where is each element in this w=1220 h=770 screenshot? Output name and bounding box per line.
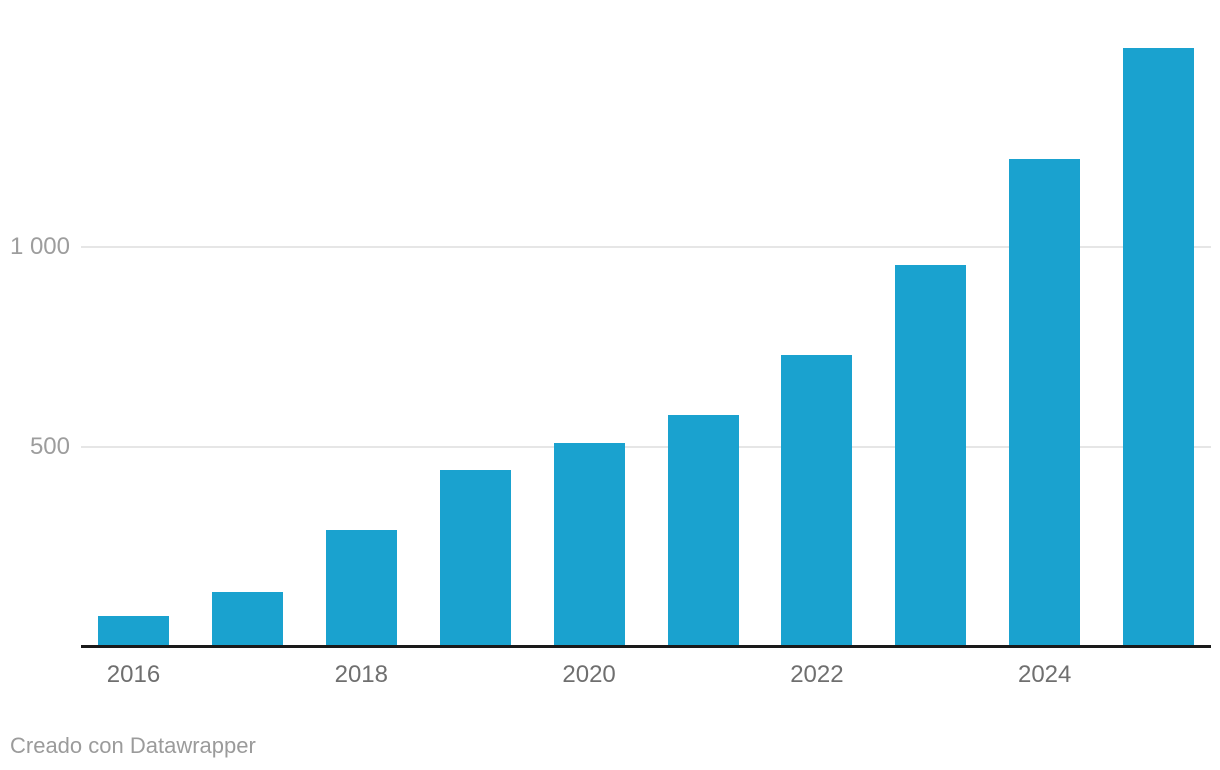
x-axis-tick-label-2024: 2024 — [1017, 661, 1072, 688]
bar-2016 — [98, 616, 169, 646]
y-axis-tick-label-1000: 1 000 — [9, 233, 70, 260]
bar-2021 — [667, 414, 739, 646]
bar-2019 — [439, 470, 511, 646]
gridline-1000 — [81, 246, 1211, 248]
bar-2023 — [895, 264, 967, 646]
x-axis-tick-label-2016: 2016 — [106, 661, 161, 688]
x-axis-baseline — [81, 645, 1211, 648]
x-axis-tick-label-2022: 2022 — [790, 661, 844, 688]
y-axis-tick-label-500: 500 — [29, 432, 70, 460]
datawrapper-credit-link[interactable]: Creado con Datawrapper — [10, 733, 256, 758]
plot-area — [81, 0, 1211, 648]
bar-2024 — [1009, 159, 1081, 646]
x-axis-tick-label-2020: 2020 — [562, 661, 616, 688]
bar-2020 — [553, 442, 625, 646]
bar-2017 — [211, 592, 283, 646]
gridline-500 — [81, 445, 1211, 448]
x-axis-tick-label-2018: 2018 — [334, 661, 388, 688]
bar-2025 — [1123, 47, 1195, 646]
bar-2022 — [781, 354, 853, 646]
bar-2018 — [325, 530, 397, 646]
